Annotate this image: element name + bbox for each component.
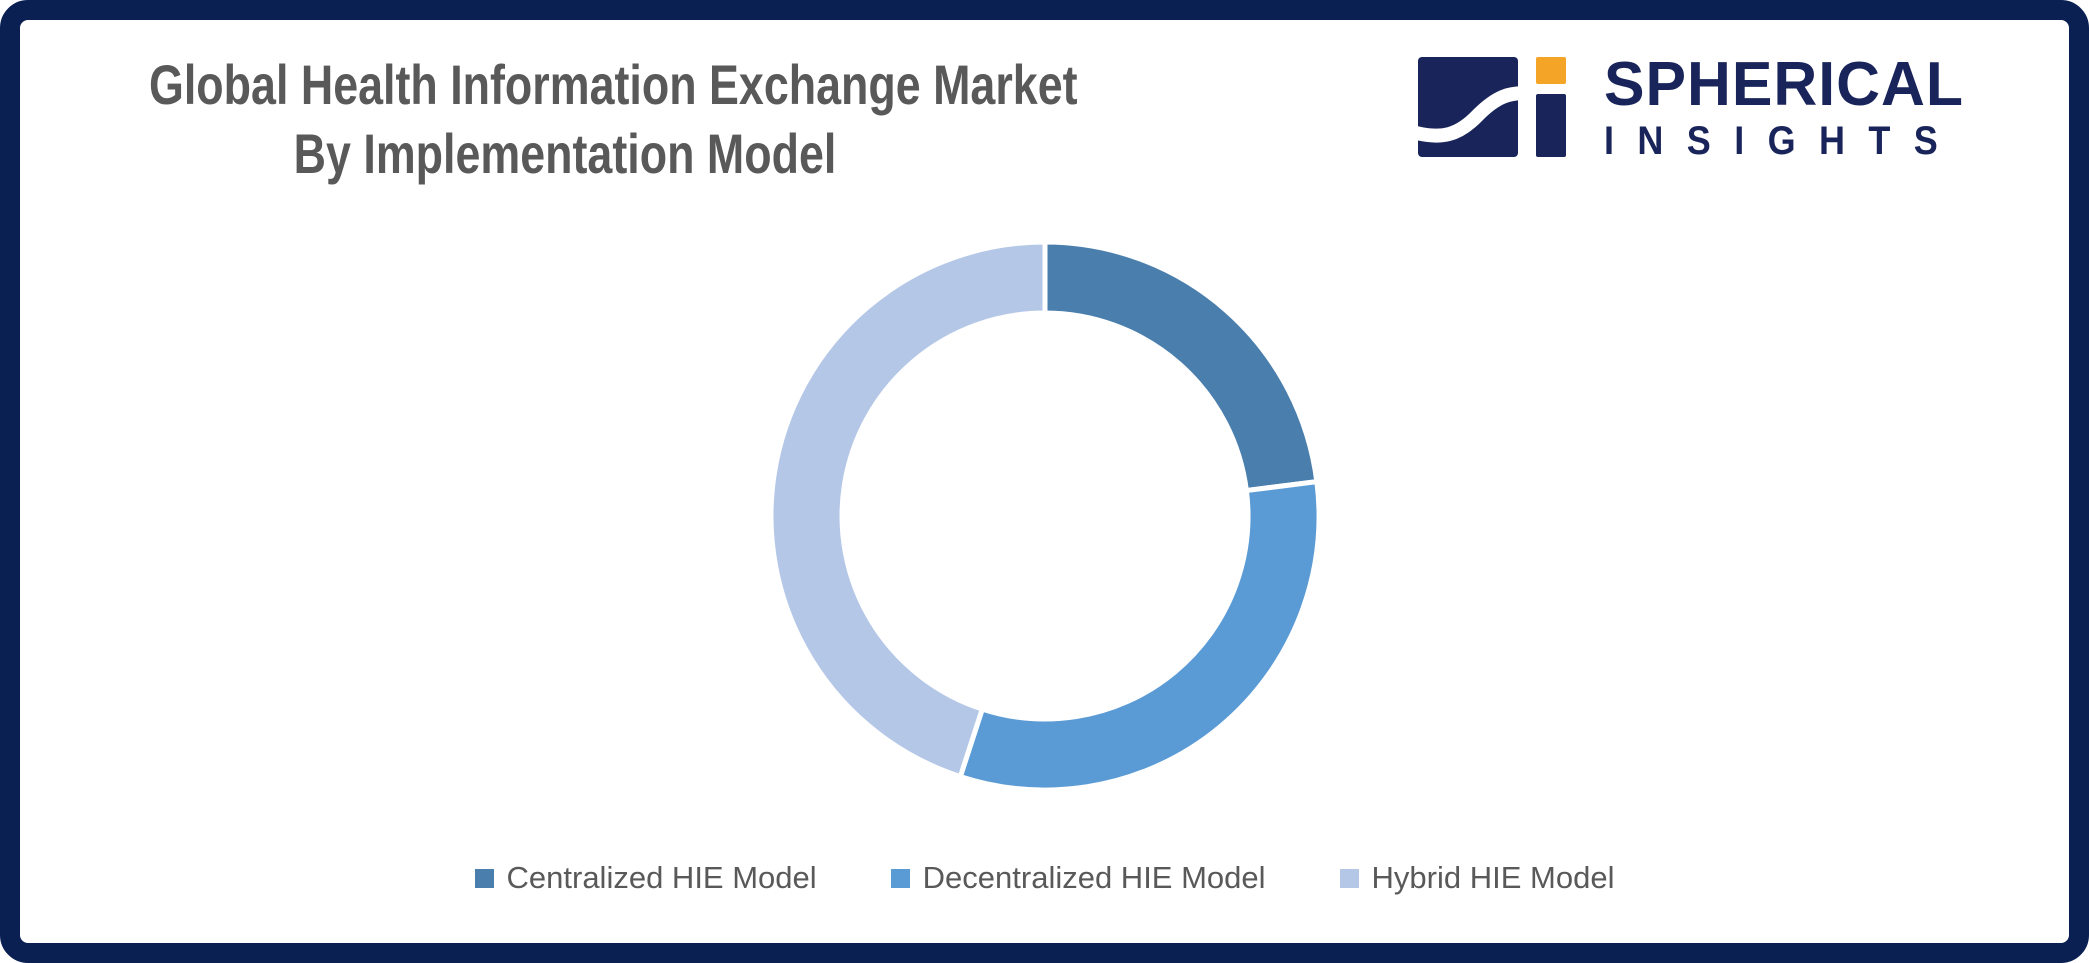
logo-brand-subtitle: INSIGHTS bbox=[1604, 119, 1962, 163]
chart-title-line1: Global Health Information Exchange Marke… bbox=[149, 53, 1078, 116]
logo-wordmark: SPHERICAL INSIGHTS bbox=[1604, 50, 2001, 163]
logo-mark-icon bbox=[1418, 57, 1566, 157]
donut-slice-hybrid-hie-model bbox=[768, 239, 1048, 780]
chart-title: Global Health Information Exchange Marke… bbox=[45, 50, 1085, 188]
chart-legend: Centralized HIE Model Decentralized HIE M… bbox=[40, 860, 2049, 896]
legend-item-decentralized-hie-model: Decentralized HIE Model bbox=[890, 860, 1266, 896]
legend-label: Centralized HIE Model bbox=[506, 860, 817, 895]
legend-item-hybrid-hie-model: Hybrid HIE Model bbox=[1339, 860, 1615, 896]
chart-title-line2: By Implementation Model bbox=[293, 122, 837, 185]
spherical-insights-logo: SPHERICAL INSIGHTS bbox=[1418, 50, 2001, 163]
legend-item-centralized-hie-model: Centralized HIE Model bbox=[474, 860, 817, 896]
legend-swatch-icon bbox=[890, 868, 910, 888]
logo-brand-name: SPHERICAL bbox=[1604, 50, 1964, 119]
donut-slice-centralized-hie-model bbox=[1042, 239, 1320, 494]
legend-swatch-icon bbox=[474, 868, 494, 888]
legend-label: Decentralized HIE Model bbox=[922, 860, 1266, 895]
donut-slice-decentralized-hie-model bbox=[957, 478, 1322, 793]
legend-swatch-icon bbox=[1339, 868, 1359, 888]
legend-label: Hybrid HIE Model bbox=[1371, 860, 1615, 895]
doughnut-chart bbox=[768, 239, 1322, 793]
